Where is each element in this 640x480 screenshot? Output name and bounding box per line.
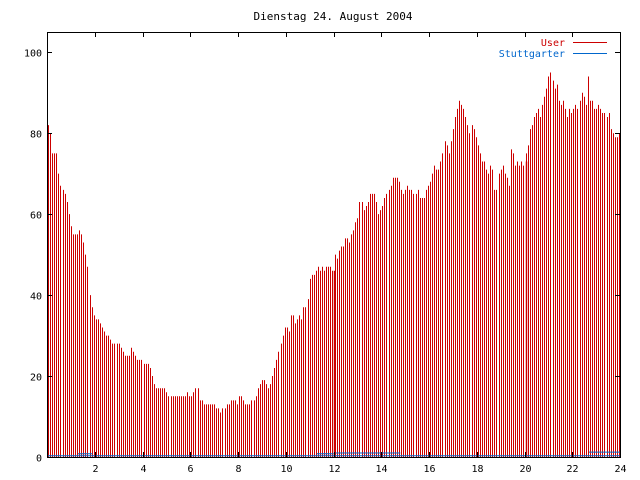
y-tick-label: 20 — [30, 373, 42, 384]
x-tick-label: 6 — [187, 464, 193, 475]
legend-label: User — [541, 38, 565, 49]
x-tick-label: 16 — [423, 464, 435, 475]
x-tick-label: 18 — [471, 464, 483, 475]
x-tick-label: 8 — [235, 464, 241, 475]
x-tick-label: 20 — [519, 464, 531, 475]
x-tick-label: 24 — [614, 464, 626, 475]
y-tick-label: 40 — [30, 292, 42, 303]
x-tick-label: 22 — [566, 464, 578, 475]
x-tick-label: 14 — [375, 464, 387, 475]
y-tick-label: 0 — [36, 454, 42, 465]
x-tick-label: 4 — [140, 464, 146, 475]
y-tick-label: 100 — [24, 49, 42, 60]
x-tick-label: 10 — [280, 464, 292, 475]
chart-title: Dienstag 24. August 2004 — [254, 10, 413, 23]
legend-label: Stuttgarter — [499, 49, 565, 60]
x-tick-label: 2 — [92, 464, 98, 475]
y-tick-label: 60 — [30, 211, 42, 222]
bars-layer — [47, 72, 620, 457]
y-tick-label: 80 — [30, 130, 42, 141]
x-tick-label: 12 — [328, 464, 340, 475]
